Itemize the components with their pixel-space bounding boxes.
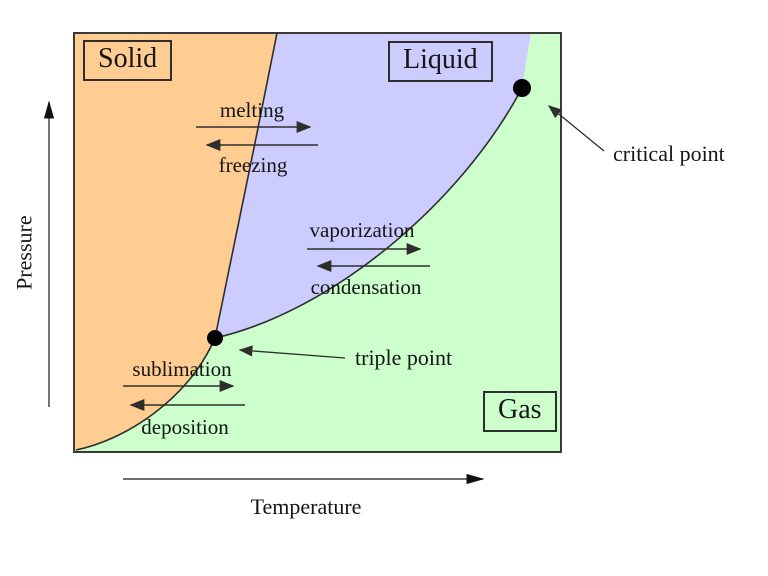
gas-region-label: Gas: [483, 391, 557, 432]
melting-curve: [214, 32, 278, 339]
sublimation-label: sublimation: [132, 357, 232, 381]
melting-label: melting: [219, 98, 285, 122]
condensation-label: condensation: [310, 275, 422, 299]
liquid-region: [215, 33, 531, 338]
critical-point-label: critical point: [613, 141, 725, 166]
vaporization-curve: [214, 87, 523, 339]
gas-region: [74, 33, 561, 452]
deposition-label: deposition: [141, 415, 229, 439]
pressure-axis-label: Pressure: [11, 215, 37, 290]
sublimation-curve: [75, 337, 216, 451]
critical-point-leader-arrow: [547, 105, 605, 152]
vaporization-label: vaporization: [309, 218, 415, 242]
liquid-region-label: Liquid: [388, 41, 493, 82]
plot-border: [73, 32, 562, 453]
critical-point-dot: [513, 79, 531, 97]
temperature-axis-label: Temperature: [250, 494, 362, 519]
solid-region-label: Solid: [83, 40, 173, 81]
freezing-label: freezing: [218, 153, 288, 177]
triple-point-dot: [207, 330, 223, 346]
triple-point-label: triple point: [355, 345, 453, 370]
solid-region: [74, 33, 277, 452]
triple-point-leader-arrow: [238, 345, 346, 359]
